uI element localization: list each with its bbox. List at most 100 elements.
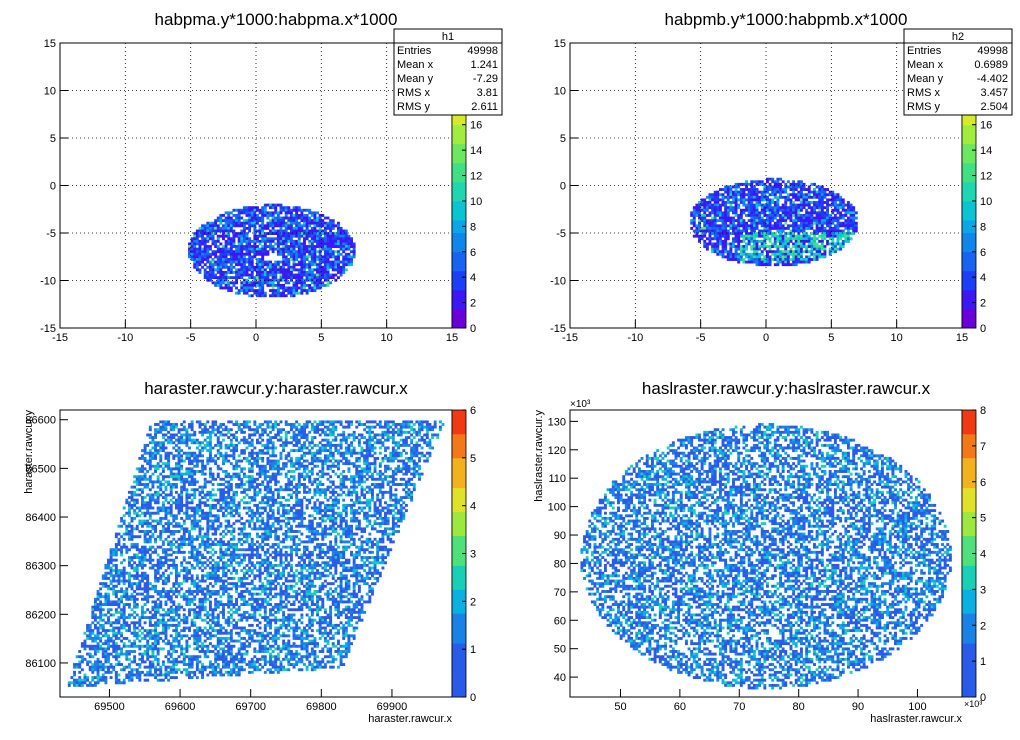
heatmap-cell (169, 563, 173, 567)
heatmap-cell (146, 548, 150, 552)
heatmap-cell (180, 605, 184, 609)
heatmap-cell (305, 265, 309, 269)
heatmap-cell (161, 443, 165, 447)
heatmap-cell (248, 221, 252, 225)
heatmap-cell (781, 237, 785, 241)
heatmap-cell (773, 195, 777, 199)
heatmap-cell (130, 587, 134, 591)
heatmap-cell (718, 219, 722, 223)
heatmap-cell (195, 255, 199, 259)
heatmap-cell (224, 226, 228, 230)
heatmap-cell (138, 665, 142, 669)
heatmap-cell (802, 188, 806, 191)
heatmap-cell (797, 239, 801, 243)
heatmap-cell (752, 188, 756, 191)
heatmap-cell (112, 563, 116, 567)
heatmap-cell (169, 616, 173, 620)
heatmap-cell (269, 278, 272, 282)
heatmap-cell (96, 660, 100, 664)
heatmap-cell (773, 234, 777, 238)
heatmap-cell (193, 239, 197, 243)
heatmap-cell (174, 618, 178, 622)
heatmap-cell (177, 668, 181, 672)
heatmap-cell (227, 221, 231, 225)
heatmap-cell (820, 193, 824, 197)
heatmap-cell (169, 665, 173, 669)
heatmap-cell (156, 621, 160, 625)
heatmap-cell (773, 206, 777, 210)
heatmap-cell (313, 237, 317, 241)
heatmap-cell (112, 590, 116, 593)
heatmap-cell (300, 286, 304, 290)
heatmap-cell (766, 260, 769, 264)
heatmap-cell (127, 561, 131, 565)
heatmap-cell (154, 449, 157, 453)
heatmap-cell (78, 650, 82, 653)
heatmap-cell (161, 449, 165, 453)
heatmap-cell (206, 229, 210, 233)
heatmap-cell (266, 271, 270, 274)
heatmap-cell (766, 221, 769, 225)
heatmap-cell (141, 636, 144, 640)
heatmap-cell (303, 265, 306, 269)
heatmap-cell (154, 610, 157, 614)
heatmap-cell (807, 255, 811, 259)
heatmap-cell (763, 193, 767, 197)
heatmap-cell (844, 214, 848, 217)
heatmap-cell (188, 506, 191, 510)
heatmap-cell (274, 219, 278, 223)
heatmap-cell (321, 265, 325, 269)
heatmap-cell (101, 652, 105, 656)
heatmap-cell (114, 647, 118, 651)
heatmap-cell (169, 488, 173, 492)
heatmap-cell (313, 250, 317, 254)
heatmap-cell (117, 626, 121, 630)
heatmap-cell (122, 626, 126, 630)
heatmap-cell (342, 265, 346, 269)
heatmap-cell (323, 260, 327, 264)
heatmap-cell (776, 237, 780, 241)
heatmap-cell (303, 229, 306, 233)
heatmap-cell (185, 650, 189, 653)
heatmap-cell (718, 250, 722, 254)
heatmap-cell (107, 621, 110, 625)
heatmap-cell (146, 524, 150, 528)
heatmap-cell (211, 281, 215, 285)
heatmap-cell (692, 211, 696, 215)
heatmap-cell (750, 201, 754, 204)
heatmap-cell (713, 190, 717, 194)
heatmap-cell (755, 245, 759, 248)
heatmap-cell (161, 470, 165, 473)
heatmap-cell (698, 203, 701, 207)
heatmap-cell (227, 286, 231, 290)
heatmap-cell (781, 180, 785, 184)
heatmap-cell (182, 556, 186, 560)
stats-box-name: h1 (442, 31, 454, 43)
heatmap-cell (729, 242, 733, 246)
heatmap-cell (180, 501, 184, 505)
heatmap-cell (80, 657, 84, 661)
heatmap-cell (344, 239, 348, 243)
heatmap-cell (713, 208, 717, 212)
y-tick-label: -5 (46, 228, 56, 240)
heatmap-cell (776, 219, 780, 223)
heatmap-cell (232, 250, 236, 254)
heatmap-cell (248, 255, 252, 259)
heatmap-cell (810, 216, 814, 220)
heatmap-cell (303, 258, 306, 261)
heatmap-cell (177, 543, 181, 546)
heatmap-cell (737, 247, 741, 251)
heatmap-cell (258, 232, 262, 236)
heatmap-cell (828, 242, 832, 246)
heatmap-cell (755, 234, 759, 238)
heatmap-cell (143, 496, 147, 500)
heatmap-cell (729, 247, 733, 251)
heatmap-cell (271, 289, 275, 293)
heatmap-cell (88, 626, 92, 630)
heatmap-cell (161, 496, 165, 500)
heatmap-cell (797, 206, 801, 210)
heatmap-cell (784, 182, 788, 186)
heatmap-cell (726, 185, 730, 189)
heatmap-cell (337, 252, 340, 256)
heatmap-cell (724, 188, 728, 191)
